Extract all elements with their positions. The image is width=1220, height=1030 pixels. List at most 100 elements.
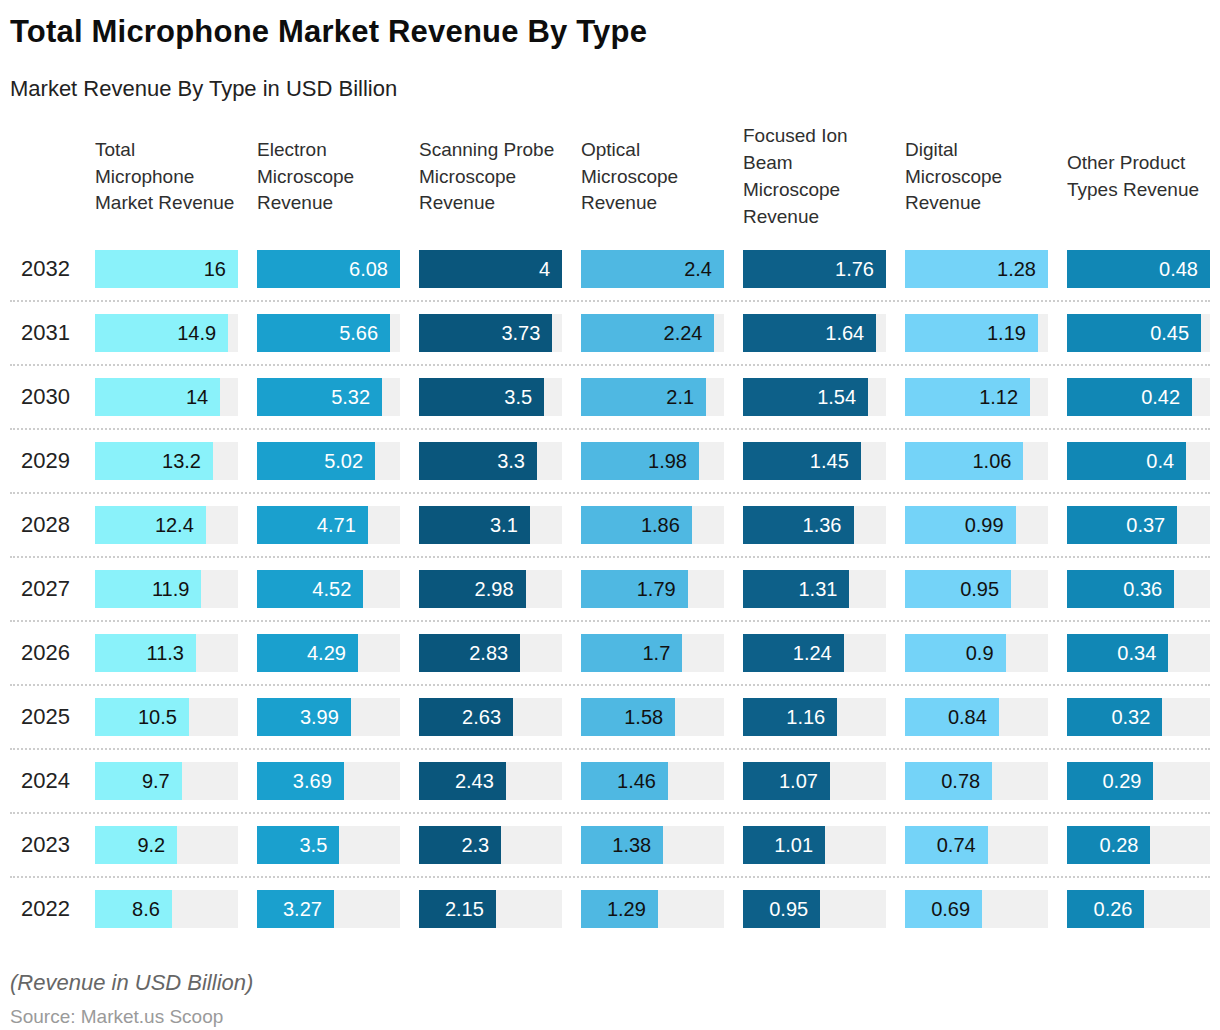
bar-track: 4.29 xyxy=(257,634,400,672)
bar-track: 2.1 xyxy=(581,378,724,416)
bar-value: 1.76 xyxy=(835,258,886,281)
chart-row: 202510.53.992.631.581.160.840.32 xyxy=(10,684,1210,748)
bar-track: 13.2 xyxy=(95,442,238,480)
bar-track: 4 xyxy=(419,250,562,288)
bar-track: 0.48 xyxy=(1067,250,1210,288)
chart-card: Total Microphone Market Revenue By Type … xyxy=(0,0,1220,1030)
bar: 3.5 xyxy=(257,826,339,864)
bar-value: 3.73 xyxy=(501,322,552,345)
chart-row: 202611.34.292.831.71.240.90.34 xyxy=(10,620,1210,684)
bar-track: 2.98 xyxy=(419,570,562,608)
bar-track: 5.02 xyxy=(257,442,400,480)
year-label: 2032 xyxy=(10,256,76,282)
bar-value: 5.02 xyxy=(324,450,375,473)
bar-value: 2.1 xyxy=(666,386,706,409)
bar-track: 0.4 xyxy=(1067,442,1210,480)
column-headers: Total Microphone Market RevenueElectron … xyxy=(10,118,1210,236)
bar-value: 1.06 xyxy=(972,450,1023,473)
bar-track: 0.32 xyxy=(1067,698,1210,736)
bar-track: 5.66 xyxy=(257,314,400,352)
bar: 1.76 xyxy=(743,250,886,288)
bar-track: 3.3 xyxy=(419,442,562,480)
bar: 1.01 xyxy=(743,826,825,864)
bar-track: 3.99 xyxy=(257,698,400,736)
bar: 0.36 xyxy=(1067,570,1174,608)
bar-value: 2.4 xyxy=(684,258,724,281)
bar-value: 1.12 xyxy=(979,386,1030,409)
bar: 1.36 xyxy=(743,506,854,544)
bar-value: 1.07 xyxy=(779,770,830,793)
chart-row: 2030145.323.52.11.541.120.42 xyxy=(10,364,1210,428)
bar-track: 1.01 xyxy=(743,826,886,864)
bar-value: 1.28 xyxy=(997,258,1048,281)
bar-value: 2.3 xyxy=(461,834,501,857)
bar-track: 1.76 xyxy=(743,250,886,288)
bar-value: 13.2 xyxy=(162,450,213,473)
bar: 3.3 xyxy=(419,442,537,480)
bar-track: 1.58 xyxy=(581,698,724,736)
bar-value: 3.27 xyxy=(283,898,334,921)
bar: 1.54 xyxy=(743,378,868,416)
bar-value: 0.29 xyxy=(1102,770,1153,793)
bar: 2.43 xyxy=(419,762,506,800)
bar-track: 3.1 xyxy=(419,506,562,544)
footnote: (Revenue in USD Billion) xyxy=(10,970,1210,996)
bar-value: 1.58 xyxy=(624,706,675,729)
bar-value: 1.16 xyxy=(786,706,837,729)
chart-row: 202913.25.023.31.981.451.060.4 xyxy=(10,428,1210,492)
chart-rows: 2032166.0842.41.761.280.48203114.95.663.… xyxy=(10,238,1210,940)
bar: 1.16 xyxy=(743,698,837,736)
bar-track: 2.43 xyxy=(419,762,562,800)
year-label: 2029 xyxy=(10,448,76,474)
bar-value: 1.54 xyxy=(817,386,868,409)
bar-track: 9.2 xyxy=(95,826,238,864)
bar-value: 12.4 xyxy=(155,514,206,537)
bar-track: 11.9 xyxy=(95,570,238,608)
bar: 1.29 xyxy=(581,890,658,928)
source-credit: Source: Market.us Scoop xyxy=(10,1006,1210,1028)
bar-value: 10.5 xyxy=(138,706,189,729)
bar: 5.32 xyxy=(257,378,382,416)
bar-track: 0.29 xyxy=(1067,762,1210,800)
bar-value: 4.71 xyxy=(317,514,368,537)
bar-value: 3.1 xyxy=(490,514,530,537)
bar-track: 0.69 xyxy=(905,890,1048,928)
chart-title: Total Microphone Market Revenue By Type xyxy=(10,14,1210,50)
bar-value: 3.69 xyxy=(293,770,344,793)
bar-track: 11.3 xyxy=(95,634,238,672)
bar-value: 0.69 xyxy=(931,898,982,921)
bar-value: 8.6 xyxy=(132,898,172,921)
bar-track: 1.06 xyxy=(905,442,1048,480)
bar: 1.38 xyxy=(581,826,663,864)
bar-track: 9.7 xyxy=(95,762,238,800)
bar-track: 1.46 xyxy=(581,762,724,800)
bar-track: 0.37 xyxy=(1067,506,1210,544)
bar: 4.52 xyxy=(257,570,363,608)
bar: 16 xyxy=(95,250,238,288)
bar: 0.32 xyxy=(1067,698,1162,736)
bar-value: 2.43 xyxy=(455,770,506,793)
column-header-7: Other Product Types Revenue xyxy=(1067,150,1210,204)
bar-track: 14 xyxy=(95,378,238,416)
bar-value: 0.42 xyxy=(1141,386,1192,409)
bar-value: 1.98 xyxy=(648,450,699,473)
bar: 1.79 xyxy=(581,570,688,608)
bar-value: 1.36 xyxy=(803,514,854,537)
bar: 0.95 xyxy=(743,890,820,928)
bar-value: 0.45 xyxy=(1150,322,1201,345)
bar-track: 1.36 xyxy=(743,506,886,544)
bar-value: 3.99 xyxy=(300,706,351,729)
bar-track: 0.45 xyxy=(1067,314,1210,352)
bar-track: 3.27 xyxy=(257,890,400,928)
bar-track: 2.24 xyxy=(581,314,724,352)
bar-value: 1.7 xyxy=(642,642,682,665)
bar-track: 0.95 xyxy=(743,890,886,928)
bar: 1.7 xyxy=(581,634,682,672)
bar: 1.07 xyxy=(743,762,830,800)
bar-track: 1.54 xyxy=(743,378,886,416)
bar: 0.37 xyxy=(1067,506,1177,544)
bar-track: 10.5 xyxy=(95,698,238,736)
column-header-3: Scanning Probe Microscope Revenue xyxy=(419,137,562,218)
bar: 3.99 xyxy=(257,698,351,736)
column-header-4: Optical Microscope Revenue xyxy=(581,137,724,218)
